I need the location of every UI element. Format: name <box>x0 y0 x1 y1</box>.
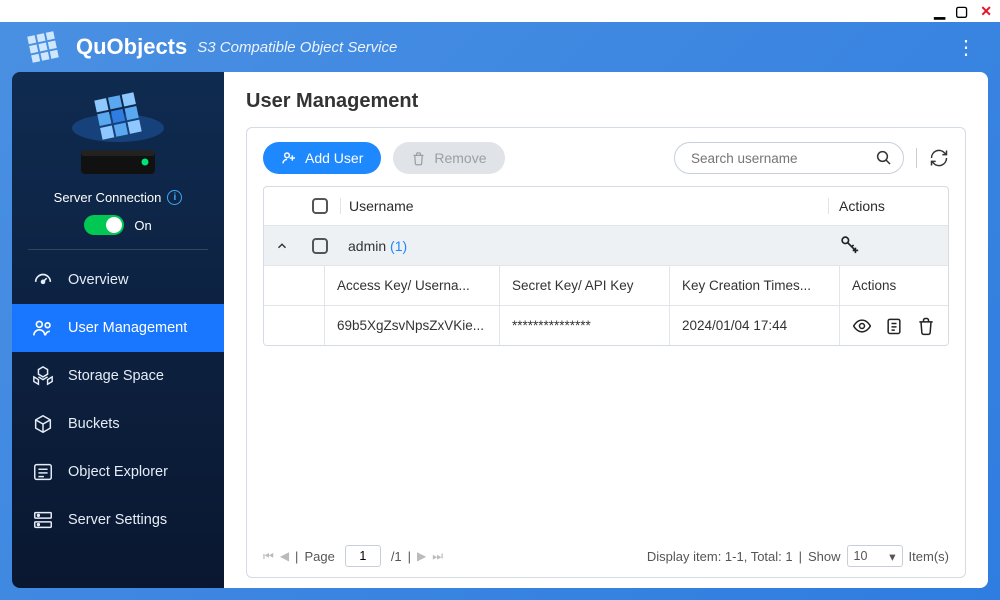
add-user-button[interactable]: Add User <box>263 142 381 174</box>
app-logo-icon <box>24 28 62 66</box>
copy-key-button[interactable] <box>884 316 904 336</box>
user-key-count: (1) <box>390 238 407 254</box>
sidebar: Server Connection i On Overview User Man… <box>12 72 224 588</box>
col-secret-key: Secret Key/ API Key <box>499 266 669 305</box>
row-checkbox[interactable] <box>312 238 328 254</box>
remove-button: Remove <box>393 142 504 174</box>
main-content: User Management Add User Remove <box>224 72 988 588</box>
col-sub-actions: Actions <box>839 266 948 305</box>
users-table: Username Actions admin (1) <box>263 186 949 346</box>
search-input-wrap[interactable] <box>674 142 904 174</box>
chevron-up-icon <box>275 239 289 253</box>
app-title: QuObjects <box>76 34 187 60</box>
refresh-icon <box>929 148 949 168</box>
sidebar-item-label: Server Settings <box>68 512 167 528</box>
page-label: Page <box>304 549 334 564</box>
gauge-icon <box>32 269 54 291</box>
clipboard-icon <box>884 316 904 336</box>
col-timestamp: Key Creation Times... <box>669 266 839 305</box>
window-titlebar: ▁ ▢ ✕ <box>0 0 1000 22</box>
device-image <box>12 82 224 184</box>
sidebar-item-label: Storage Space <box>68 368 164 384</box>
display-summary: Display item: 1-1, Total: 1 <box>647 549 793 564</box>
chevron-down-icon: ▾ <box>889 549 895 564</box>
user-name: admin <box>348 238 386 254</box>
page-total: /1 <box>391 549 402 564</box>
refresh-button[interactable] <box>929 148 949 168</box>
page-last-button[interactable]: ⏭ <box>432 549 443 564</box>
col-access-key: Access Key/ Userna... <box>324 266 499 305</box>
sidebar-item-object-explorer[interactable]: Object Explorer <box>12 448 224 496</box>
cube-icon <box>32 413 54 435</box>
search-icon <box>875 149 893 167</box>
table-footer: ⏮ ◀ | Page /1 | ▶ ⏭ Display item: 1-1, T… <box>263 535 949 567</box>
delete-key-button[interactable] <box>916 316 936 336</box>
timestamp-value: 2024/01/04 17:44 <box>669 306 839 345</box>
keys-subheader: Access Key/ Userna... Secret Key/ API Ke… <box>264 265 948 305</box>
access-key-value: 69b5XgZsvNpsZxVKie... <box>324 306 499 345</box>
search-input[interactable] <box>691 151 875 166</box>
toggle-state-label: On <box>134 218 151 233</box>
info-icon[interactable]: i <box>167 190 182 205</box>
key-plus-icon <box>838 233 860 255</box>
sidebar-item-label: Object Explorer <box>68 464 168 480</box>
remove-label: Remove <box>434 150 486 166</box>
app-subtitle: S3 Compatible Object Service <box>197 39 397 56</box>
sidebar-item-label: User Management <box>68 320 187 336</box>
sidebar-item-overview[interactable]: Overview <box>12 256 224 304</box>
view-key-button[interactable] <box>852 316 872 336</box>
secret-key-value: *************** <box>499 306 669 345</box>
users-icon <box>32 317 54 339</box>
page-size-value: 10 <box>854 549 868 563</box>
key-row: 69b5XgZsvNpsZxVKie... *************** 20… <box>264 305 948 345</box>
col-username: Username <box>340 198 828 214</box>
expand-toggle[interactable] <box>264 239 300 253</box>
page-next-button[interactable]: ▶ <box>417 549 426 563</box>
col-actions: Actions <box>828 198 948 214</box>
page-prev-button[interactable]: ◀ <box>280 549 289 563</box>
eye-icon <box>852 316 872 336</box>
header-menu-icon[interactable]: ⋮ <box>956 35 976 60</box>
sidebar-item-storage-space[interactable]: Storage Space <box>12 352 224 400</box>
boxes-icon <box>32 365 54 387</box>
page-input[interactable] <box>345 545 381 567</box>
add-user-icon <box>281 150 297 166</box>
select-all-checkbox[interactable] <box>312 198 328 214</box>
sidebar-item-label: Buckets <box>68 416 120 432</box>
list-icon <box>32 461 54 483</box>
minimize-button[interactable]: ▁ <box>934 4 943 18</box>
add-user-label: Add User <box>305 150 363 166</box>
sidebar-item-buckets[interactable]: Buckets <box>12 400 224 448</box>
close-button[interactable]: ✕ <box>980 4 992 18</box>
add-key-button[interactable] <box>838 233 860 255</box>
app-header: QuObjects S3 Compatible Object Service ⋮ <box>0 22 1000 72</box>
maximize-button[interactable]: ▢ <box>955 4 968 18</box>
server-connection-toggle[interactable] <box>84 215 124 235</box>
sidebar-item-server-settings[interactable]: Server Settings <box>12 496 224 544</box>
trash-icon <box>916 316 936 336</box>
show-label: Show <box>808 549 841 564</box>
page-first-button[interactable]: ⏮ <box>263 549 274 564</box>
sidebar-item-user-management[interactable]: User Management <box>12 304 224 352</box>
sidebar-item-label: Overview <box>68 272 128 288</box>
server-connection-label: Server Connection <box>54 190 162 205</box>
user-row[interactable]: admin (1) <box>264 225 948 265</box>
page-size-select[interactable]: 10 ▾ <box>847 545 903 567</box>
items-label: Item(s) <box>909 549 949 564</box>
page-title: User Management <box>246 90 966 113</box>
trash-icon <box>411 151 426 166</box>
server-icon <box>32 509 54 531</box>
